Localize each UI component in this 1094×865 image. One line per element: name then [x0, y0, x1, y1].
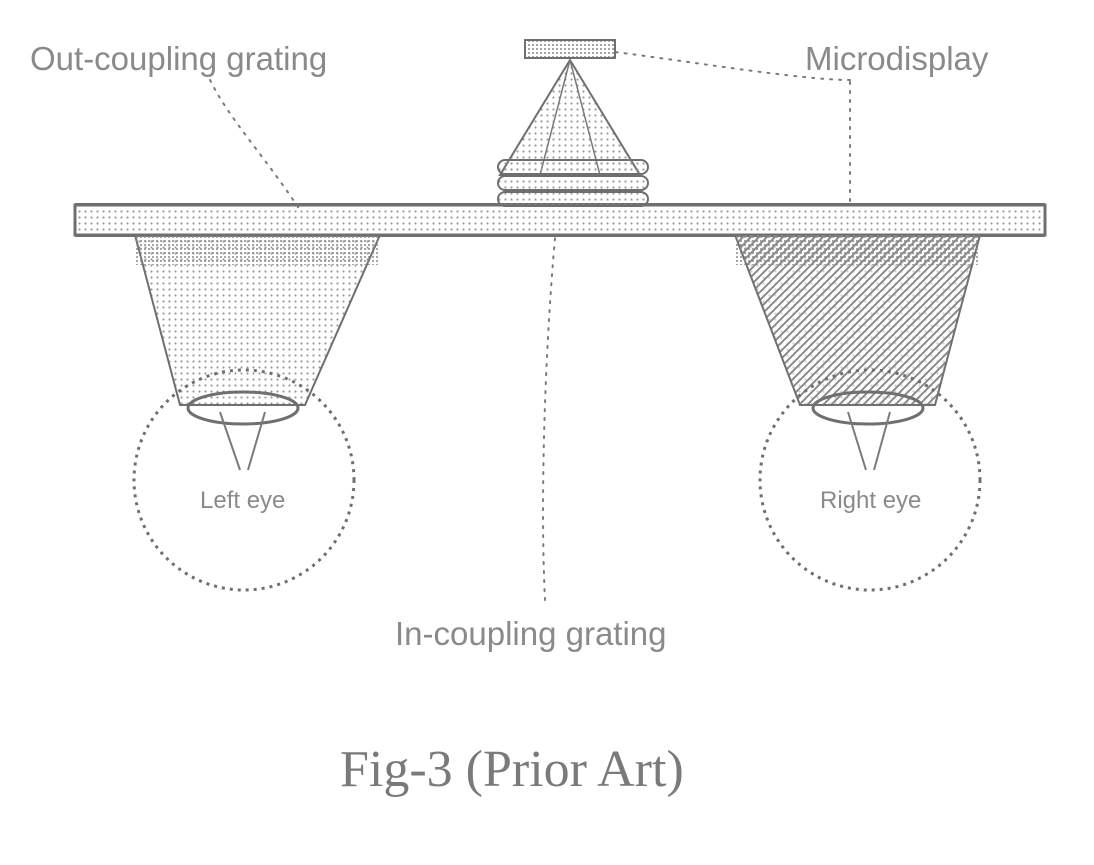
right-outcoupler	[735, 235, 980, 470]
leader-out-coupling	[210, 80, 300, 210]
waveguide	[75, 204, 1045, 236]
microdisplay-block	[525, 40, 615, 58]
left-eye-label: Left eye	[200, 487, 285, 514]
leader-in-coupling	[543, 238, 555, 600]
left-outcoupler	[135, 235, 380, 470]
lens-stack	[498, 160, 648, 206]
right-eye-label: Right eye	[820, 487, 921, 514]
projection-prism	[500, 60, 640, 175]
leader-microdisplay-curve	[615, 52, 850, 80]
diagram-svg: Left eye Right eye	[0, 0, 1094, 865]
